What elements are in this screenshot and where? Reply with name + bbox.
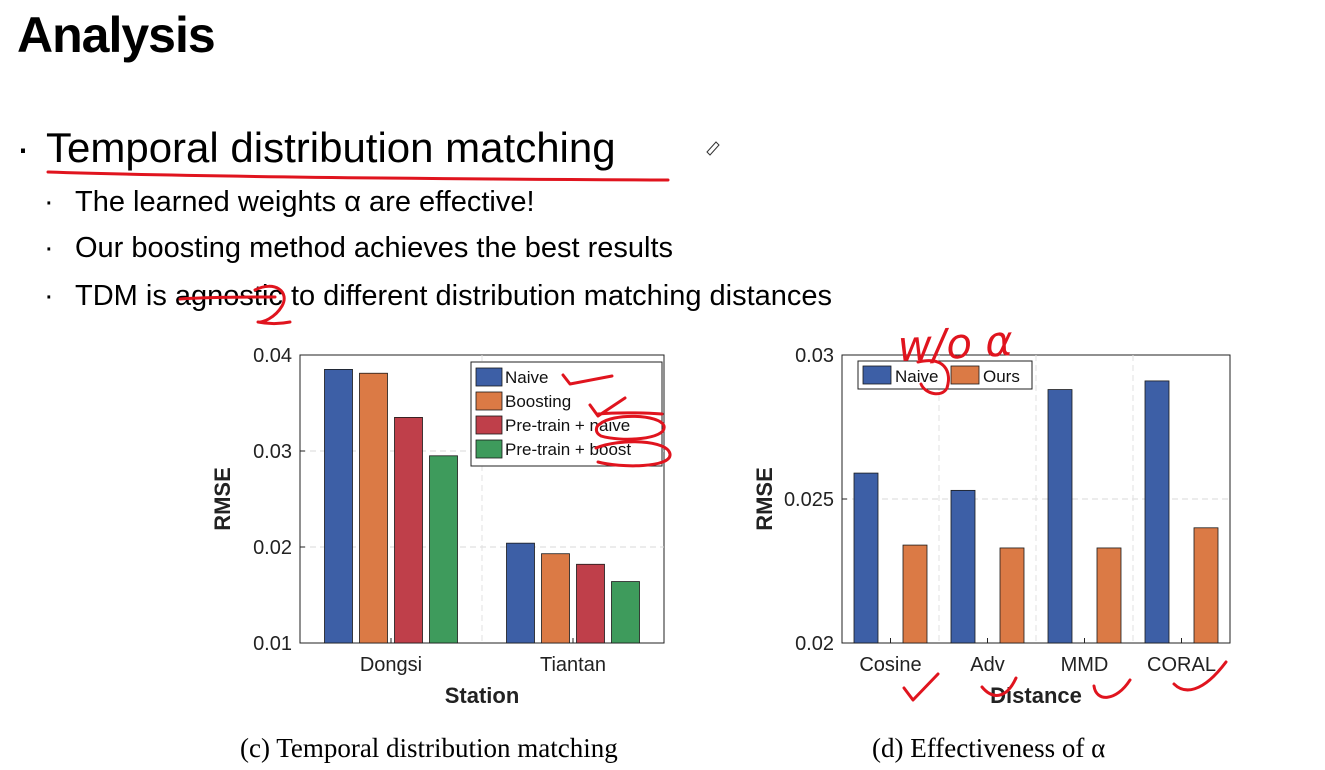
x-tick-label: Adv [970,654,1004,676]
bar [611,581,640,644]
caption-c: (c) Temporal distribution matching [240,733,618,763]
x-tick-label: Tiantan [540,654,606,676]
bar [1047,389,1073,644]
legend-label: Pre-train + naive [505,416,630,435]
x-tick-label: CORAL [1147,654,1216,676]
x-tick-label: MMD [1061,654,1109,676]
legend-label: Pre-train + boost [505,440,631,459]
main-bullet-text: Temporal distribution matching [46,124,616,171]
x-axis-label: Station [445,683,520,708]
y-tick-label: 0.03 [253,441,292,463]
bar [999,547,1025,644]
x-axis-label: Distance [990,683,1082,708]
subbullet-text: Our boosting method achieves the best re… [75,232,674,264]
bar [950,489,976,644]
legend-swatch [475,391,503,411]
y-tick-label: 0.01 [253,633,292,655]
bar [359,372,388,644]
bullet-dot: · [44,232,54,264]
y-tick-label: 0.04 [253,345,292,367]
bar [541,553,570,644]
bar [576,563,605,644]
pencil-icon [706,141,720,156]
y-axis-label: RMSE [752,467,777,531]
subbullet-1: · The learned weights α are effective! [44,186,535,219]
chart-temporal-distribution-matching: 0.01 0.02 0.03 0.04 Dongsi Tiantan Station RMSE… [210,345,665,708]
y-tick-label: 0.02 [795,633,834,655]
subbullet-text: The learned weights α are effective! [75,186,535,218]
title-underline [46,170,670,182]
legend-label: Ours [983,367,1020,386]
legend-swatch [475,439,503,459]
bar [324,368,353,644]
bar [902,544,928,644]
bullet-dot: · [44,186,54,218]
bullet-dot: · [16,124,30,171]
legend-swatch [862,365,892,385]
legend-swatch [950,365,980,385]
caption-d: (d) Effectiveness of α [872,733,1106,763]
legend-label: Naive [505,368,548,387]
legend-label: Naive [895,367,938,386]
bar [853,472,879,644]
legend-label: Boosting [505,392,571,411]
legend-swatch [475,415,503,435]
chart-effectiveness-of-alpha: 0.02 0.025 0.03 Cosine Adv MMD CORAL Distance RM… [752,345,1231,708]
x-tick-label: Dongsi [360,654,422,676]
y-tick-label: 0.02 [253,537,292,559]
y-tick-label: 0.025 [784,489,834,511]
bullet-dot: · [44,280,54,312]
subbullet-2: · Our boosting method achieves the best r… [44,232,673,265]
main-bullet: · Temporal distribution matching [16,124,616,172]
y-tick-label: 0.03 [795,345,834,367]
subbullet-text: TDM is agnostic to different distributio… [75,280,833,312]
bar [1144,380,1170,644]
bar [394,417,423,644]
bar [1193,527,1219,644]
bar [429,455,458,644]
legend-swatch [475,367,503,387]
x-tick-label: Cosine [859,654,921,676]
slide-title: Analysis [17,7,216,63]
subbullet-3: · TDM is agnostic to different distributi… [44,280,832,313]
y-axis-label: RMSE [210,467,235,531]
bar [506,542,535,644]
bar [1096,547,1122,644]
